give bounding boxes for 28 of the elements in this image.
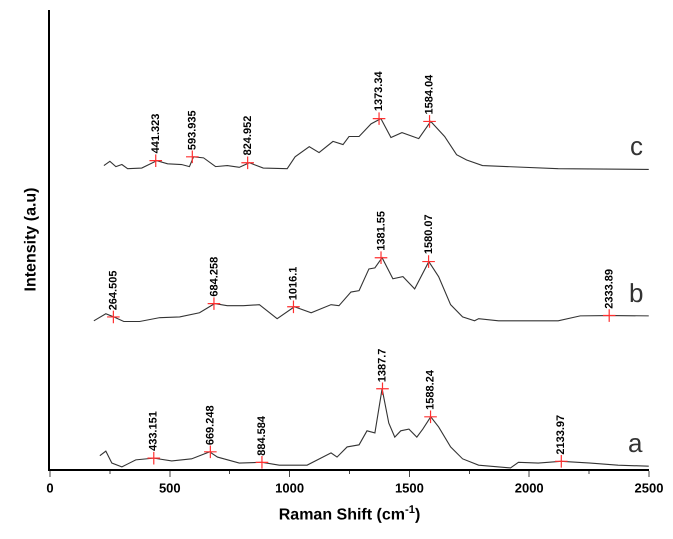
x-tick-label: 500 bbox=[158, 480, 181, 496]
annotation: 1588.24 bbox=[424, 369, 436, 410]
annotation: 441.323 bbox=[150, 114, 162, 154]
annotation: 264.505 bbox=[107, 270, 120, 310]
annotation: 684.258 bbox=[208, 256, 220, 297]
annotation: 884.584 bbox=[256, 415, 268, 456]
x-tick-label: 1500 bbox=[394, 480, 424, 496]
series-label: b bbox=[629, 278, 644, 308]
annotation: 1584.04 bbox=[424, 74, 436, 114]
annotation: 433.151 bbox=[148, 411, 160, 451]
x-tick-label: 1000 bbox=[275, 480, 304, 496]
annotation: 1373.34 bbox=[372, 70, 385, 112]
annotation: 2133.97 bbox=[555, 414, 568, 455]
annotation: 1016.1 bbox=[288, 266, 300, 300]
x-tick-label: 2000 bbox=[514, 480, 544, 496]
x-tick-label: 0 bbox=[46, 480, 54, 496]
annotation: 824.952 bbox=[242, 116, 254, 156]
annotation: 593.935 bbox=[186, 110, 198, 150]
x-axis-title: Raman Shift (cm$^{-1}$) bbox=[278, 504, 420, 524]
series-label: a bbox=[628, 428, 643, 458]
annotation: 1387.7 bbox=[376, 348, 389, 382]
annotation: 1381.55 bbox=[375, 210, 388, 251]
annotation: 2333.89 bbox=[604, 268, 616, 309]
annotation: 1580.07 bbox=[423, 214, 436, 254]
annotation: 669.248 bbox=[204, 405, 217, 446]
series-label: c bbox=[630, 131, 643, 161]
x-tick-label: 2500 bbox=[634, 480, 664, 496]
y-axis-title: Intensity (a.u) bbox=[22, 187, 40, 292]
